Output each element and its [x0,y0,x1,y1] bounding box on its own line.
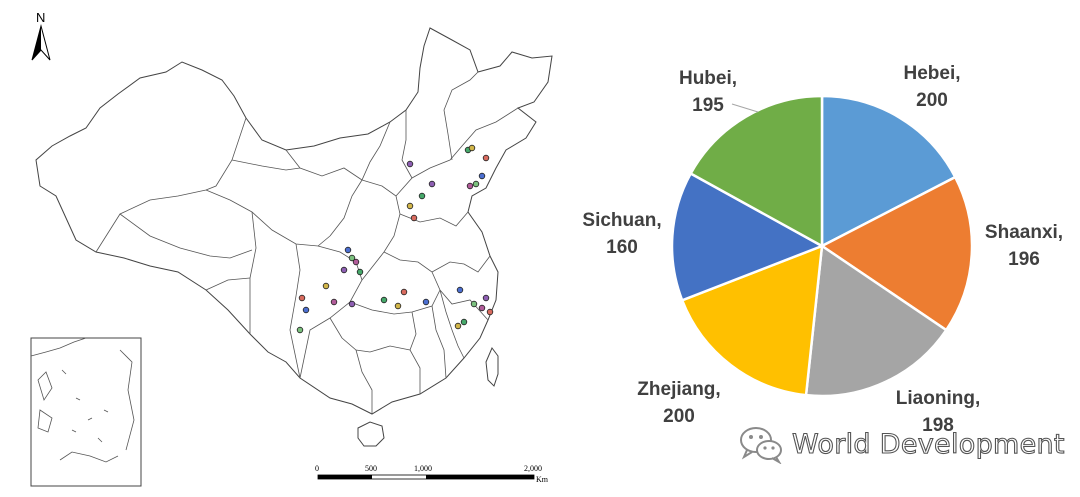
watermark-text: World Development [791,428,1065,460]
scale-unit: Km [536,475,549,484]
sample-site-marker [478,172,486,180]
pie-slice-hubei [688,94,824,249]
sample-site-marker [472,180,480,188]
sample-site-marker [344,246,352,254]
sample-site-marker [486,308,494,316]
scale-tick-0: 0 [315,464,319,473]
hainan-island [357,421,385,447]
sample-site-marker [466,182,474,190]
pie-label-liaoning-value: 198 [922,415,954,436]
pie-label-sichuan-value: 160 [606,237,638,258]
sample-site-marker [468,144,476,152]
sample-site-marker [406,202,414,210]
pie-label-liaoning-name: Liaoning, [896,388,980,409]
pie-label-zhejiang: Zhejiang, 200 [637,379,720,427]
pie-label-hubei-value: 195 [692,95,724,116]
pie-label-shaanxi-value: 196 [1008,249,1040,270]
pie-label-hebei: Hebei, 200 [903,63,960,111]
sample-site-marker [454,322,462,330]
pie-label-sichuan: Sichuan, 160 [582,210,661,258]
pie-slice-liaoning [804,243,948,398]
sample-site-marker [330,298,338,306]
sample-site-marker [482,154,490,162]
wechat-icon [740,427,782,464]
pie-label-zhejiang-name: Zhejiang, [637,379,720,400]
scale-tick-2000: 2,000 [524,464,542,473]
pie-slice-zhejiang [680,244,824,397]
pie-label-hubei: Hubei, 195 [679,68,737,116]
sample-site-marker [322,282,330,290]
sample-site-marker [340,266,348,274]
sample-site-marker [348,254,356,262]
hubei-leader-line [731,103,759,113]
sample-site-marker [348,300,356,308]
scale-tick-500: 500 [365,464,377,473]
sample-site-marker [394,302,402,310]
sample-site-marker [460,318,468,326]
sample-site-markers [296,144,494,334]
scale-tick-1000: 1,000 [414,464,432,473]
sample-site-marker [478,304,486,312]
sample-site-marker [352,258,360,266]
pie-label-hebei-value: 200 [916,90,948,111]
sample-site-marker [422,298,430,306]
south-china-sea-inset [30,337,142,487]
sample-site-marker [456,286,464,294]
pie-label-shaanxi: Shaanxi, 196 [985,222,1063,270]
pie-slice-hebei [820,94,957,249]
sample-site-marker [380,296,388,304]
taiwan-island [485,347,499,387]
sample-site-marker [296,326,304,334]
pie-label-shaanxi-name: Shaanxi, [985,222,1063,243]
pie-label-liaoning: Liaoning, 198 [896,388,980,436]
scale-bar: 0 500 1,000 2,000 Km [315,464,549,484]
sample-site-marker [406,160,414,168]
pie-labels: Hebei, 200 Shaanxi, 196 Liaoning, 198 Zh… [582,63,1063,436]
north-label: N [36,10,45,25]
sample-site-marker [470,300,478,308]
watermark: World Development [738,422,1065,466]
sample-site-marker [418,192,426,200]
sample-site-marker [356,268,364,276]
sample-site-marker [400,288,408,296]
sample-site-marker [482,294,490,302]
pie-chart: Hebei, 200 Shaanxi, 196 Liaoning, 198 Zh… [582,63,1063,436]
sample-site-marker [410,214,418,222]
pie-label-hebei-name: Hebei, [903,63,960,84]
pie-slice-shaanxi [819,175,974,332]
sample-site-marker [428,180,436,188]
pie-slices [670,94,974,398]
pie-label-zhejiang-value: 200 [663,406,695,427]
north-arrow-icon: N [31,10,51,61]
pie-slice-sichuan [670,171,825,302]
pie-label-sichuan-name: Sichuan, [582,210,661,231]
sample-site-marker [298,294,306,302]
china-map: N [30,10,553,487]
sample-site-marker [302,306,310,314]
pie-label-hubei-name: Hubei, [679,68,737,89]
